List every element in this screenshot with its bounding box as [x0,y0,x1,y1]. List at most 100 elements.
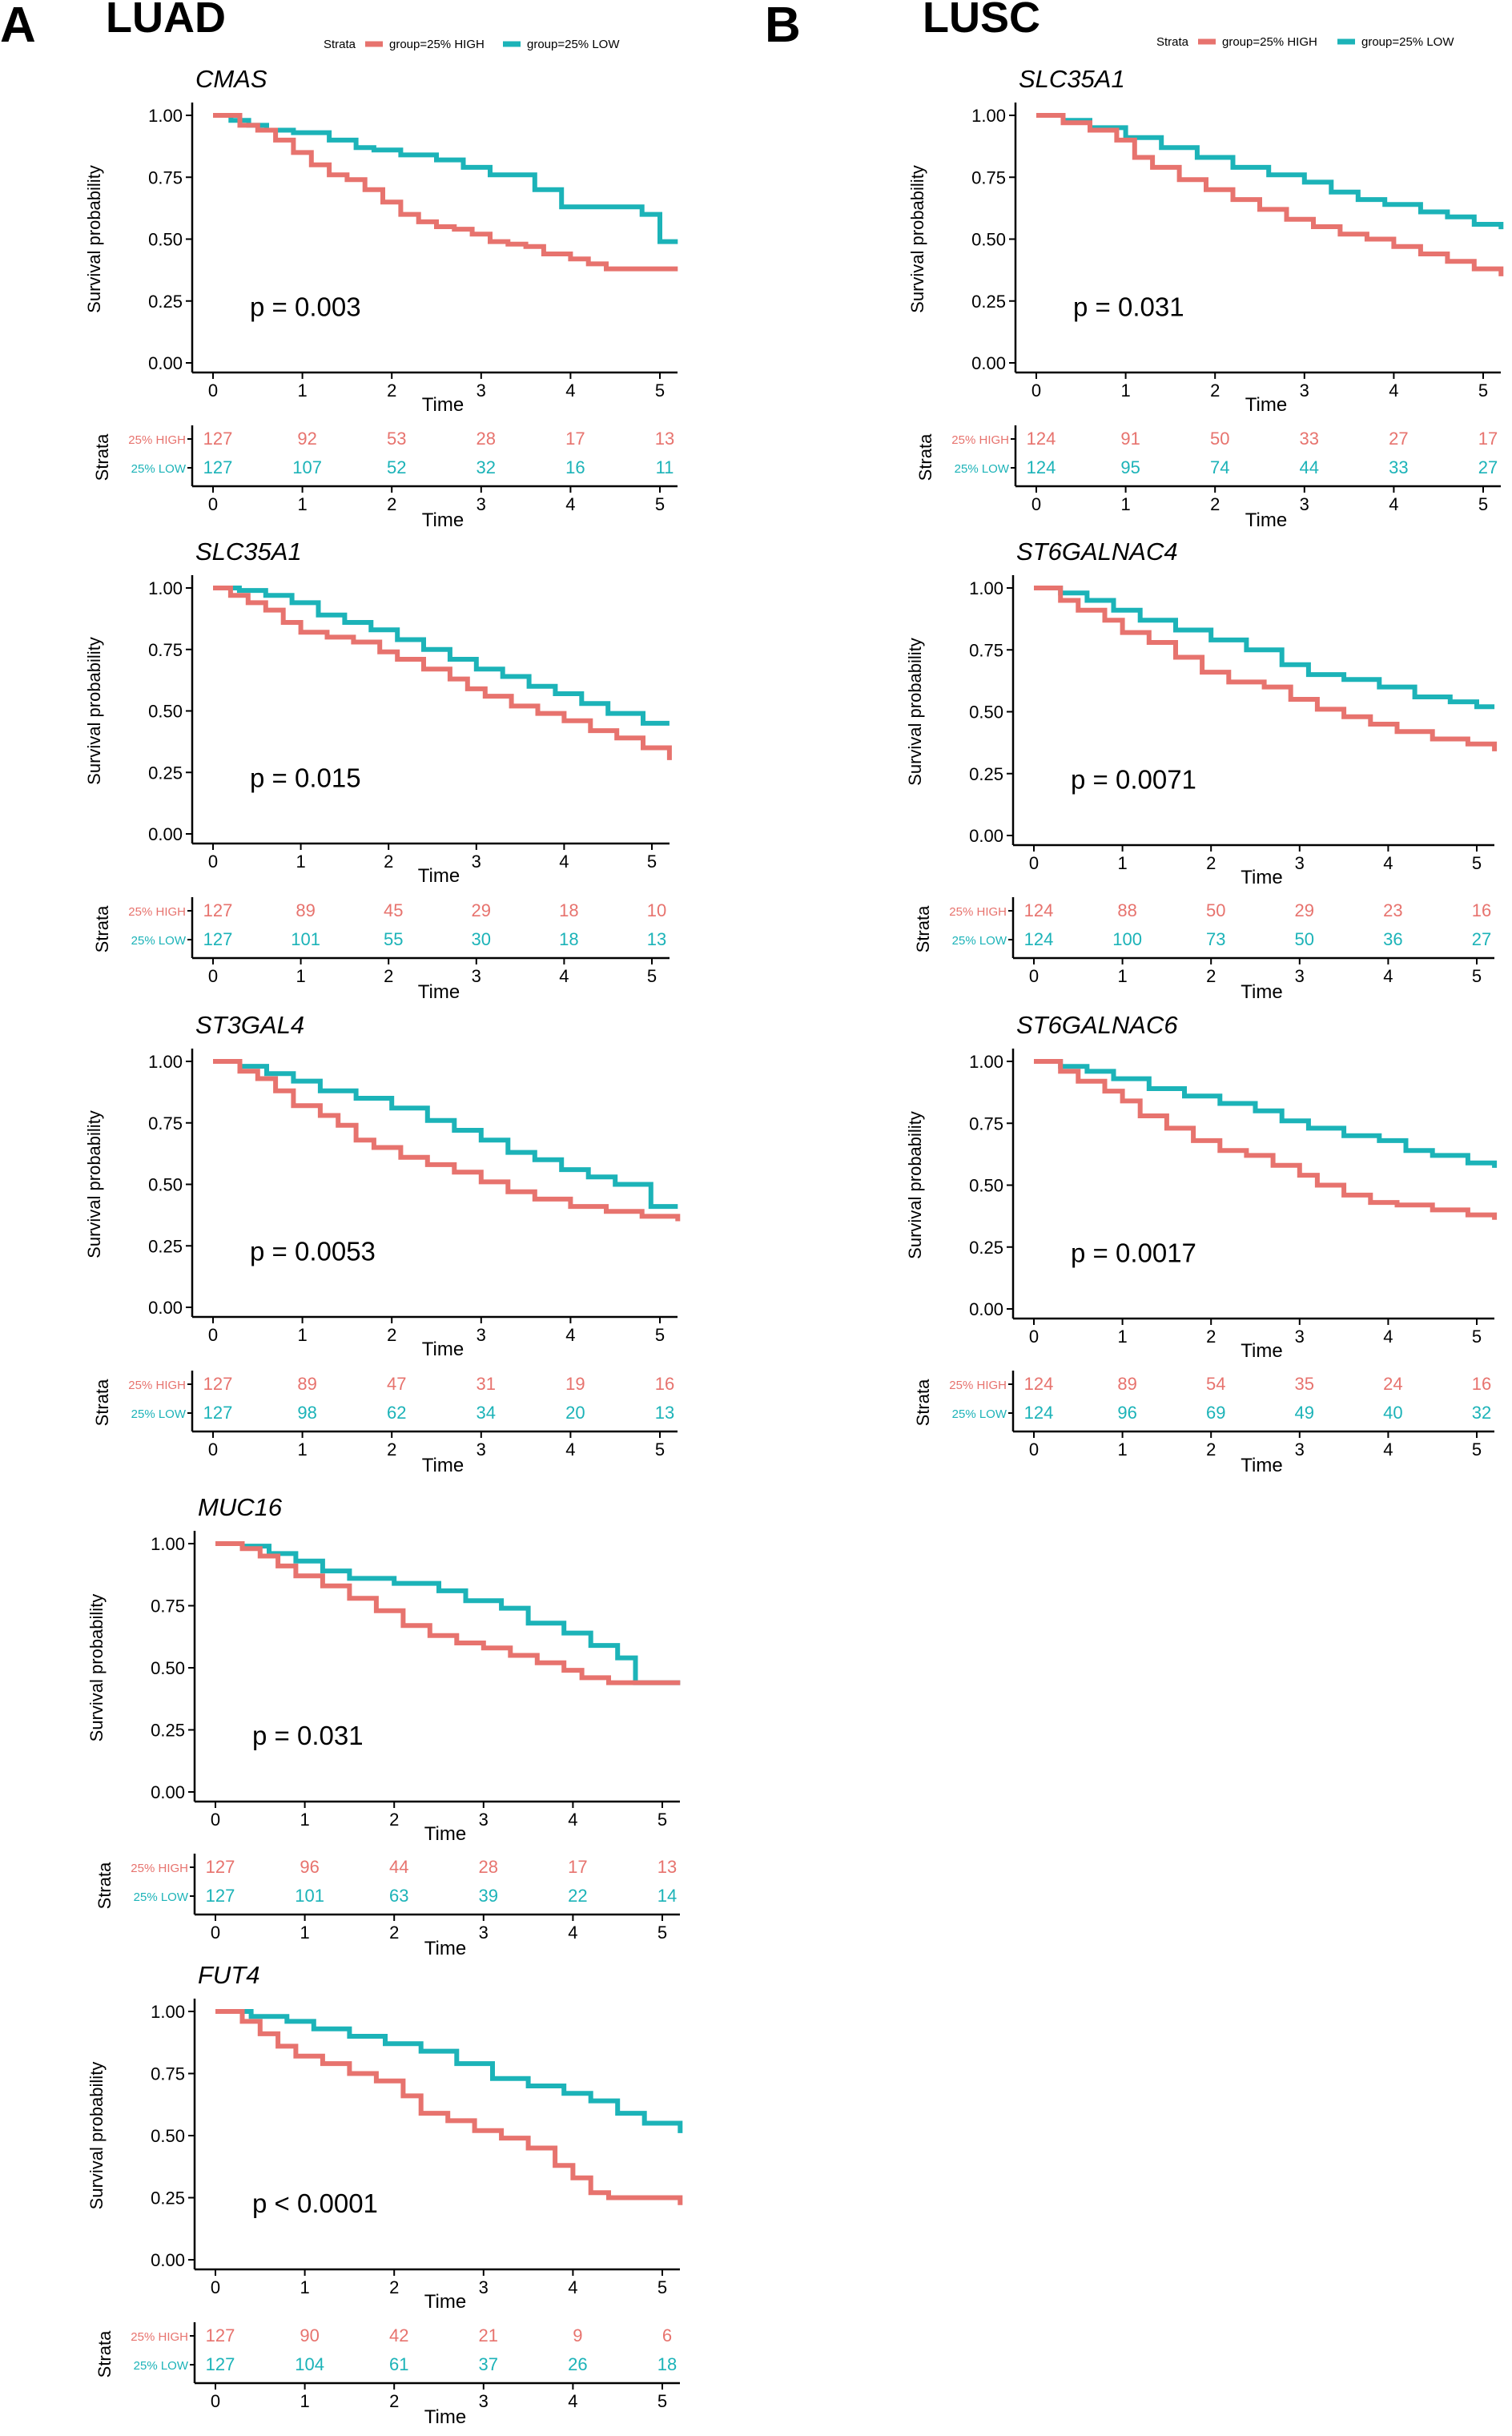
risk-x-axis-label: Time [424,1938,466,1959]
risk-row-low-value: 127 [206,2354,235,2374]
km-chart-5: FUT4 0.00 0.25 0.50 0.75 1.00 0 1 2 3 4 5 Time Surviv… [86,1961,683,2428]
strata-axis-label: Strata [92,1379,112,1426]
strata-axis-label: Strata [915,433,935,481]
curve-low [215,1541,681,1685]
y-axis-label: Survival probability [84,1110,104,1258]
curve-low [213,1059,678,1210]
risk-row-low-label: 25% LOW [131,1407,187,1421]
risk-x-tick-label: 3 [1295,966,1305,986]
risk-row-high-value: 29 [1295,900,1314,920]
risk-row-high-value: 31 [477,1374,496,1394]
y-tick-label: 0.00 [971,353,1006,373]
legend-a-low-label: group=25% LOW [527,38,620,51]
p-value: p = 0.0071 [1071,764,1196,794]
risk-row-low-value: 127 [203,457,233,477]
risk-row-low-value: 39 [479,1886,498,1906]
risk-row-high-value: 127 [203,1374,233,1394]
risk-row-high-value: 127 [203,900,233,920]
km-chart-8: ST6GALNAC6 0.00 0.25 0.50 0.75 1.00 0 1 2 3 4 5 Time… [905,1011,1498,1476]
risk-row-low-value: 11 [656,457,674,477]
risk-x-tick-label: 0 [1029,966,1039,986]
y-tick-label: 0.00 [151,2250,185,2270]
y-tick-label: 0.50 [971,230,1006,250]
curve-high [1034,586,1498,751]
risk-x-axis-label: Time [1241,981,1282,1003]
chart-title: ST6GALNAC4 [1016,538,1178,566]
risk-x-tick-label: 2 [389,2391,399,2411]
risk-x-tick-label: 0 [1029,1439,1039,1460]
risk-x-axis-label: Time [422,1455,464,1476]
risk-x-tick-label: 4 [565,494,575,514]
x-tick-label: 1 [297,1325,307,1345]
x-tick-label: 3 [472,852,481,872]
risk-row-low-label: 25% LOW [131,934,187,948]
x-tick-label: 2 [389,2277,399,2297]
y-tick-label: 0.75 [148,1113,183,1133]
risk-x-axis-label: Time [424,2406,466,2428]
panel-a-title: LUAD [106,0,226,42]
strata-axis-label: Strata [92,433,112,481]
legend-b-high-label: group=25% HIGH [1222,35,1317,49]
x-tick-label: 3 [1300,380,1309,401]
risk-row-low-value: 101 [295,1886,324,1906]
risk-row-high-value: 42 [389,2325,408,2345]
risk-row-low-value: 32 [1472,1403,1491,1423]
risk-row-high-value: 16 [1472,1374,1491,1394]
risk-row-high-value: 92 [297,429,316,449]
risk-row-high-value: 54 [1206,1374,1225,1394]
risk-row-high-value: 96 [300,1857,319,1877]
y-tick-label: 1.00 [151,1534,185,1554]
risk-row-low-value: 100 [1112,929,1142,949]
chart-title: SLC35A1 [1019,65,1125,93]
x-tick-label: 2 [384,852,393,872]
y-tick-label: 0.00 [148,353,183,373]
risk-row-high-value: 16 [1472,900,1491,920]
y-axis-label: Survival probability [86,2062,107,2210]
risk-row-high-value: 18 [559,900,578,920]
y-tick-label: 1.00 [969,1052,1003,1072]
risk-row-high-value: 124 [1027,429,1056,449]
curve-high [215,1541,681,1685]
x-tick-label: 5 [657,2277,667,2297]
risk-row-high-label: 25% HIGH [128,433,186,447]
y-tick-label: 1.00 [148,578,183,598]
x-tick-label: 2 [1210,380,1220,401]
y-tick-label: 0.25 [969,1238,1003,1258]
curve-low [213,113,678,244]
risk-x-tick-label: 2 [1206,1439,1216,1460]
y-tick-label: 0.00 [148,1298,183,1318]
risk-row-low-value: 34 [477,1403,496,1423]
x-tick-label: 3 [477,1325,486,1345]
x-tick-label: 0 [1029,853,1039,873]
risk-x-tick-label: 4 [1383,966,1393,986]
risk-row-high-value: 124 [1024,900,1054,920]
risk-x-tick-label: 1 [296,966,305,986]
risk-x-tick-label: 2 [384,966,393,986]
x-axis-label: Time [418,865,460,887]
risk-x-tick-label: 2 [1206,966,1216,986]
x-tick-label: 0 [211,2277,220,2297]
risk-row-low-value: 44 [1300,457,1319,477]
chart-title: MUC16 [198,1493,283,1521]
x-tick-label: 1 [300,2277,309,2297]
risk-x-tick-label: 0 [208,494,218,514]
y-tick-label: 0.75 [148,640,183,660]
risk-x-tick-label: 3 [477,494,486,514]
x-tick-label: 3 [479,1810,489,1830]
y-axis-label: Survival probability [84,637,104,785]
curve-high [213,1059,681,1222]
x-tick-label: 2 [389,1810,399,1830]
y-tick-label: 0.50 [151,1658,185,1678]
x-tick-label: 2 [387,1325,396,1345]
risk-row-low-value: 52 [387,457,406,477]
x-tick-label: 5 [655,380,665,401]
risk-row-high-value: 27 [1389,429,1408,449]
y-axis-label: Survival probability [905,1111,925,1259]
risk-row-low-value: 101 [291,929,320,949]
risk-x-tick-label: 3 [477,1439,486,1460]
risk-row-high-label: 25% HIGH [951,433,1009,447]
risk-row-high-value: 89 [1117,1374,1136,1394]
